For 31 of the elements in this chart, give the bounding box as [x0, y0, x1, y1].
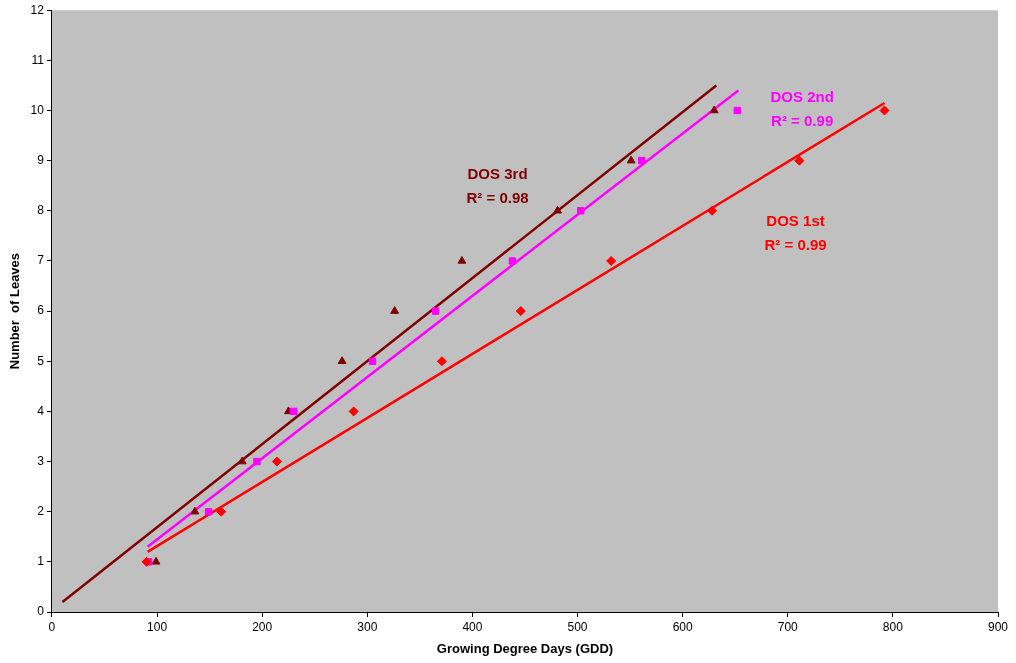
x-tick-label: 600 [672, 619, 693, 634]
annotation: R² = 0.98 [466, 188, 529, 206]
y-tick-label: 8 [37, 203, 45, 218]
y-tick-label: 3 [37, 453, 45, 468]
text: DOS 3rd [467, 164, 528, 182]
x-tick-label: 500 [567, 619, 588, 634]
y-tick-label: 9 [37, 152, 45, 167]
x-tick-label: 800 [882, 619, 904, 634]
annotation: R² = 0.99 [771, 112, 834, 130]
x-axis-title: Growing Degree Days (GDD) [436, 640, 614, 656]
y-tick-label: 4 [37, 403, 45, 418]
y-tick-label: 12 [30, 2, 45, 17]
y-tick-label: 0 [37, 604, 45, 619]
y-tick-label: 1 [37, 554, 45, 569]
y-tick-label: 7 [37, 253, 45, 268]
x-tick-label: 900 [987, 619, 1009, 634]
y-axis-title: Number of Leaves [7, 252, 23, 370]
x-tick-label: 300 [357, 619, 378, 634]
y-tick-label: 5 [37, 353, 45, 368]
annotation: R² = 0.99 [764, 235, 827, 253]
text: DOS 2nd [770, 88, 834, 106]
y-tick-label: 6 [37, 303, 45, 318]
text: DOS 1st [766, 211, 825, 229]
y-tick-label: 10 [30, 102, 45, 117]
x-tick-label: 700 [777, 619, 799, 634]
y-tick-label: 2 [37, 504, 45, 519]
x-tick-label: 0 [48, 619, 56, 634]
x-tick-label: 400 [462, 619, 483, 634]
y-tick-label: 11 [31, 52, 45, 67]
x-tick-label: 100 [147, 619, 168, 634]
x-tick-label: 200 [252, 619, 273, 634]
